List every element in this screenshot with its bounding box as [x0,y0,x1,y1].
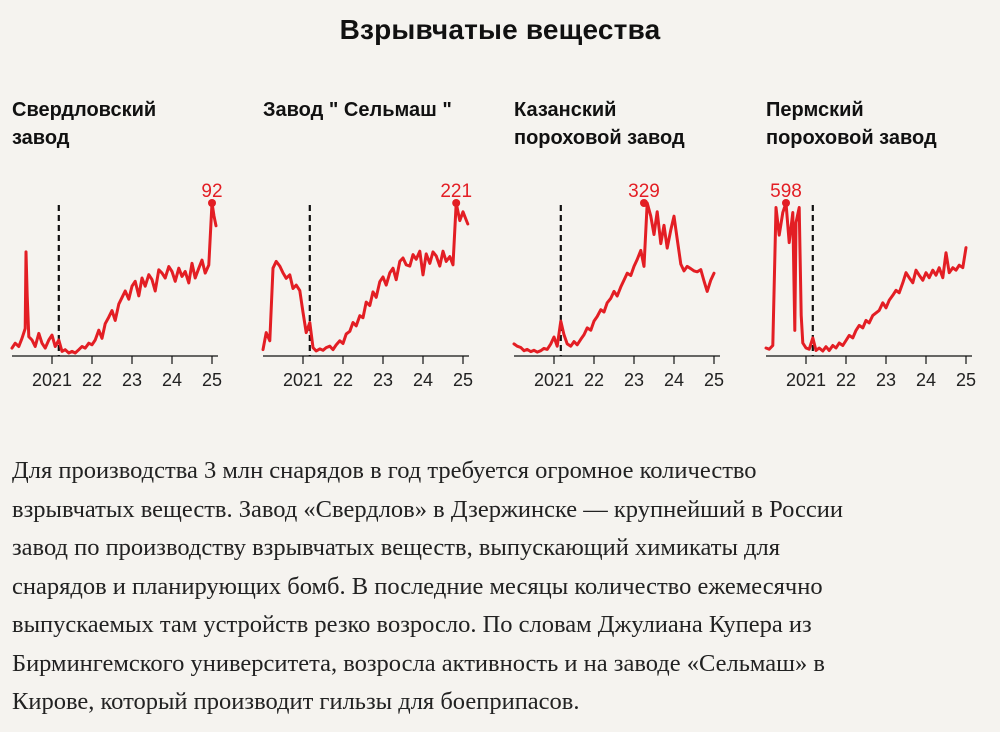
paragraph-line: Бирмингемского университета, возросла ак… [12,649,825,677]
panel-title-perm: Пермский пороховой завод [766,96,1000,152]
chart-title: Взрывчатые вещества [339,14,661,45]
x-tick-label: 2021 [283,370,323,390]
peak-point [452,199,461,207]
paragraph-line: выпускаемых там устройств резко возросло… [12,611,812,638]
x-tick-label: 22 [82,370,102,390]
x-tick-label: 24 [413,370,433,390]
panel-title-line: пороховой завод [514,127,685,149]
panel-title-selmash: Завод " Сельмаш " [263,96,503,124]
panel-title-line: Свердловский [12,99,157,121]
panel-title-line: пороховой завод [766,127,937,149]
panel-title-sverdlov: Свердловский завод [12,96,252,152]
panel-title-line: Завод " Сельмаш " [263,99,452,121]
x-tick-label: 24 [664,370,684,390]
panel-title-kazan: Казанский пороховой завод [514,96,754,152]
paragraph-line: Для производства 3 млн снарядов в год тр… [12,457,757,484]
x-tick-label: 25 [202,370,222,390]
series-line [261,201,470,353]
x-tick-label: 24 [916,370,936,390]
series-line [10,201,218,355]
x-tick-label: 25 [956,370,976,390]
paragraph-line: взрывчатых веществ. Завод «Свердлов» в Д… [12,495,843,523]
peak-label: 598 [770,181,802,202]
paragraph-line: завод по производству взрывчатых веществ… [12,534,781,561]
x-tick-label: 25 [453,370,473,390]
peak-label: 92 [201,181,222,202]
x-tick-label: 22 [584,370,604,390]
x-tick-label: 23 [373,370,393,390]
paragraph-line: Кирове, который производит гильзы для бо… [12,688,580,715]
panel-title-line: Казанский [514,99,617,121]
paragraph-line: снарядов и планирующих бомб. В последние… [12,572,823,600]
x-tick-label: 23 [876,370,896,390]
x-tick-label: 22 [836,370,856,390]
x-tick-label: 2021 [534,370,574,390]
x-tick-label: 23 [122,370,142,390]
x-tick-label: 24 [162,370,182,390]
x-tick-label: 2021 [32,370,72,390]
article-paragraph: Для производства 3 млн снарядов в год тр… [12,452,988,722]
x-tick-label: 2021 [786,370,826,390]
series-line [764,201,968,353]
peak-point [640,199,648,207]
x-tick-label: 23 [624,370,644,390]
panel-title-line: Пермский [766,99,864,121]
peak-point [782,199,790,207]
peak-label: 221 [440,181,472,202]
series-line [512,201,716,354]
peak-point [208,199,216,207]
peak-label: 329 [628,181,660,202]
x-tick-label: 25 [704,370,724,390]
panel-title-line: завод [12,127,70,149]
x-tick-label: 22 [333,370,353,390]
